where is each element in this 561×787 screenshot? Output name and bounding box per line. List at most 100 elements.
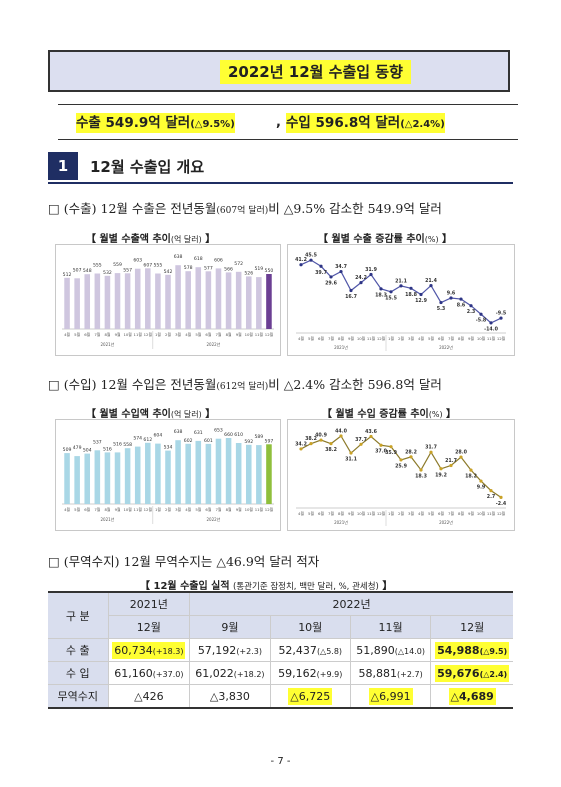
tick-label: 8월 [338, 336, 344, 341]
data-point [309, 258, 313, 262]
table-cell: 60,734(+18.3) [108, 638, 191, 662]
data-point [469, 468, 473, 472]
export-growth-caption: 【 월별 수출 증감률 추이(%) 】 [318, 234, 453, 245]
data-label: 8.6 [457, 303, 466, 309]
tick-label: 11월 [367, 511, 376, 516]
data-point [329, 442, 333, 446]
data-label: 21.1 [395, 278, 407, 284]
tick-label: 12월 [377, 336, 386, 341]
tick-label: 4월 [418, 511, 424, 516]
data-label: 5.3 [437, 306, 446, 312]
data-label: 577 [204, 265, 213, 271]
year-label: 2022년 [439, 344, 453, 350]
tick-label: 11월 [134, 332, 143, 337]
bar [185, 443, 191, 504]
data-label: 31.7 [425, 445, 437, 451]
data-point [479, 312, 483, 316]
data-label: 507 [73, 267, 82, 273]
bar [266, 274, 272, 329]
data-label: 589 [254, 434, 263, 440]
data-point [379, 287, 383, 291]
data-label: 559 [113, 262, 122, 268]
data-label: 558 [123, 442, 132, 448]
bar [256, 445, 262, 504]
bar [256, 277, 262, 329]
tick-label: 7월 [94, 332, 100, 337]
data-label: 574 [133, 436, 142, 442]
bar [175, 265, 181, 329]
bar [205, 443, 212, 504]
tick-label: 1월 [155, 332, 161, 337]
data-label: 638 [174, 429, 183, 435]
tick-label: 12월 [497, 511, 506, 516]
tick-label: 10월 [477, 511, 486, 516]
tick-label: 7월 [328, 336, 334, 341]
tick-label: 1월 [388, 336, 394, 341]
data-point [399, 458, 403, 462]
col-month: 10월 [270, 615, 351, 639]
tick-label: 4월 [418, 336, 424, 341]
bar [145, 442, 151, 504]
data-label: 509 [63, 447, 72, 453]
bar [165, 274, 171, 329]
bar [175, 440, 181, 504]
data-point [359, 442, 363, 446]
data-point [319, 264, 323, 268]
data-point [459, 297, 463, 301]
tick-label: 3월 [175, 332, 181, 337]
data-label: 43.6 [365, 429, 377, 435]
data-point [339, 269, 343, 274]
data-label: 37.7 [355, 437, 367, 443]
tick-label: 11월 [367, 336, 376, 341]
tick-label: 5월 [195, 507, 201, 512]
row-label: 무역수지 [48, 684, 109, 709]
table-cell: 57,192(+2.3) [189, 638, 271, 662]
tick-label: 11월 [255, 332, 264, 337]
data-label: 638 [174, 254, 183, 260]
bar [145, 268, 151, 329]
data-point [299, 447, 303, 451]
table-cell: 59,676(△2.4) [430, 661, 513, 685]
tick-label: 5월 [428, 336, 434, 341]
tick-label: 11월 [487, 336, 496, 341]
data-label: 19.2 [435, 472, 447, 478]
table-cell: 59,162(+9.9) [270, 661, 351, 685]
bar [185, 271, 191, 329]
data-point [309, 442, 313, 446]
balance-bullet: □ (무역수지) 12월 무역수지는 △46.9억 달러 적자 [48, 554, 320, 569]
data-label: 29.6 [325, 280, 337, 286]
data-label: 9.6 [447, 291, 456, 297]
data-point [449, 463, 453, 468]
bar [245, 444, 252, 504]
tick-label: 9월 [468, 511, 474, 516]
tick-label: 6월 [438, 336, 444, 341]
tick-label: 2월 [398, 511, 404, 516]
tick-label: 10월 [357, 336, 366, 341]
tick-label: 5월 [428, 511, 434, 516]
section-divider [48, 182, 513, 184]
tick-label: 8월 [458, 511, 464, 516]
tick-label: 10월 [123, 332, 132, 337]
data-label: 532 [103, 270, 112, 276]
tick-label: 7월 [328, 511, 334, 516]
data-point [369, 272, 373, 277]
col-month: 11월 [350, 615, 432, 639]
tick-label: 8월 [338, 511, 344, 516]
data-label: 18.2 [465, 474, 477, 480]
data-label: 512 [63, 272, 72, 278]
table-cell: 54,988(△9.5) [430, 638, 513, 662]
bar [215, 438, 222, 504]
bar [124, 448, 131, 504]
data-point [359, 281, 363, 285]
bar [134, 446, 141, 504]
data-point [299, 263, 303, 267]
data-point [389, 445, 393, 449]
data-point [339, 434, 343, 438]
bar [215, 268, 222, 329]
data-point [349, 451, 353, 455]
year-label: 2022년 [206, 341, 220, 347]
data-label: 45.5 [305, 253, 317, 259]
tick-label: 2월 [398, 336, 404, 341]
tick-label: 9월 [468, 336, 474, 341]
tick-label: 12월 [377, 511, 386, 516]
